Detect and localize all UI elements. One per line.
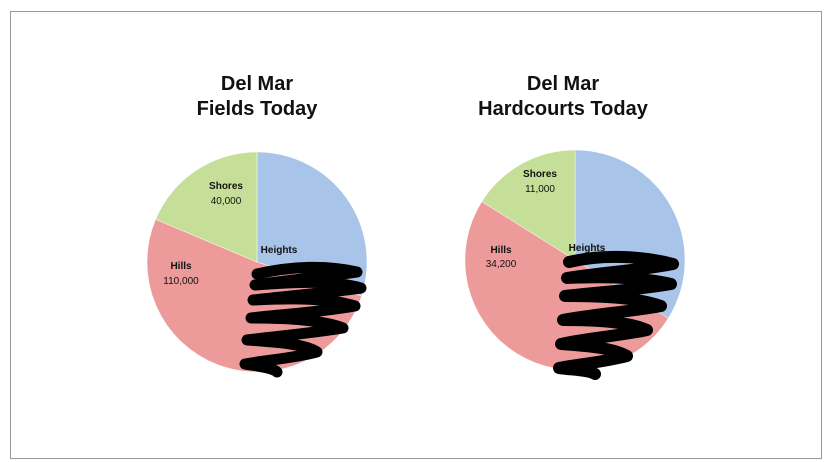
pie-chart-fields: Del Mar Fields Today Heights Hills 110,0… — [117, 12, 397, 460]
slice-value-shores: 11,000 — [525, 184, 555, 195]
chart-title-line-1: Del Mar — [526, 73, 600, 95]
chart-title-line-2: Fields Today — [196, 98, 318, 120]
slice-value-hills: 34,200 — [486, 259, 517, 270]
redaction-scribble — [239, 261, 367, 378]
slice-shores — [155, 151, 258, 263]
pie-fields: Heights Hills 110,000 Shores 40,000 — [146, 151, 368, 378]
chart-title-line-2: Hardcourts Today — [478, 98, 648, 120]
slice-value-shores: 40,000 — [211, 196, 242, 207]
slice-label-heights: Heights — [569, 243, 606, 254]
redaction-scribble — [553, 250, 679, 380]
pie-chart-hardcourts: Del Mar Hardcourts Today Heights Hills 3… — [423, 12, 703, 460]
chart-title: Del Mar Fields Today — [117, 72, 397, 122]
slice-label-shores: Shores — [523, 169, 557, 180]
slice-label-shores: Shores — [209, 181, 243, 192]
slice-label-heights: Heights — [261, 245, 298, 256]
slice-label-hills: Hills — [170, 261, 192, 272]
slice-shores — [481, 149, 576, 261]
slice-label-hills: Hills — [490, 245, 512, 256]
chart-title-line-1: Del Mar — [220, 73, 294, 95]
slice-value-hills: 110,000 — [163, 276, 199, 287]
chart-title: Del Mar Hardcourts Today — [423, 72, 703, 122]
pie-hardcourts: Heights Hills 34,200 Shores 11,000 — [464, 149, 686, 380]
chart-frame: Del Mar Fields Today Heights Hills 110,0… — [10, 11, 822, 459]
slice-heights — [256, 151, 368, 297]
